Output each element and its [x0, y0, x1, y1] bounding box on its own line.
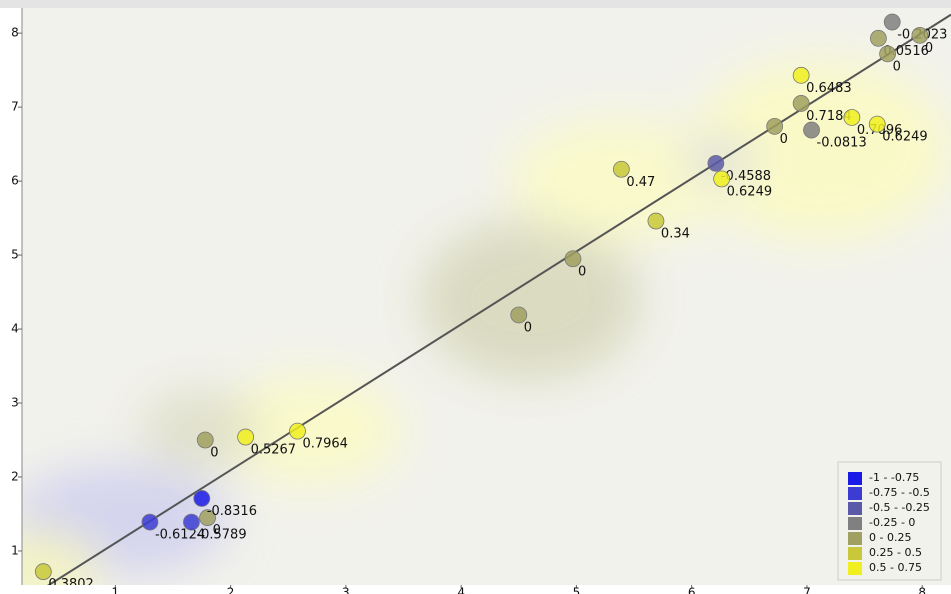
- x-tick-label: 7: [803, 586, 811, 594]
- point-label: 0.5267: [251, 443, 297, 458]
- point: [803, 121, 820, 139]
- legend-swatch: [848, 547, 862, 560]
- point: [564, 250, 582, 268]
- point-label: -0.8316: [207, 504, 257, 519]
- point-label: 0.47: [626, 175, 655, 190]
- legend-label: -0.75 - -0.5: [869, 486, 930, 499]
- top-bar: [0, 0, 951, 8]
- trend-line: [47, 13, 951, 585]
- y-tick-label: 7: [11, 100, 19, 114]
- point-label: -0.6124: [155, 528, 205, 543]
- point: [34, 563, 52, 581]
- x-tick-label: 2: [227, 586, 235, 594]
- point-label: 0.3802: [48, 577, 93, 592]
- point: [199, 509, 216, 527]
- point: [713, 170, 731, 188]
- point: [193, 490, 211, 507]
- legend-swatch: [848, 562, 862, 575]
- point: [183, 513, 200, 531]
- legend-swatch: [848, 487, 862, 500]
- point: [289, 422, 306, 440]
- legend-swatch: [848, 502, 862, 515]
- point: [879, 45, 897, 63]
- point: [883, 13, 901, 31]
- legend-swatch: [848, 517, 862, 530]
- point: [141, 513, 159, 531]
- y-tick-label: 2: [11, 469, 19, 483]
- point: [612, 160, 630, 178]
- point: [792, 95, 810, 112]
- point-label: -0.4588: [721, 169, 771, 184]
- y-tick-label: 3: [11, 396, 19, 410]
- y-tick-label: 5: [11, 248, 19, 262]
- point-label: 0: [780, 132, 788, 147]
- y-tick-label: 1: [11, 543, 19, 557]
- legend-swatch: [848, 472, 862, 485]
- legend-label: 0.5 - 0.75: [869, 561, 922, 574]
- point: [510, 306, 528, 324]
- point-label: 0: [213, 523, 221, 538]
- point-label: 0.7184: [806, 109, 852, 124]
- legend-label: -1 - -0.75: [869, 471, 919, 484]
- point: [647, 212, 665, 230]
- x-tick-label: 4: [457, 586, 465, 594]
- point-label: 0.6483: [806, 81, 852, 96]
- point-label: 0: [578, 264, 586, 279]
- point: [911, 26, 929, 44]
- x-tick-label: 3: [342, 586, 350, 594]
- point-label: 0: [925, 41, 933, 56]
- point-label: 0.6249: [727, 184, 773, 199]
- heat-blob: [690, 60, 950, 240]
- heat-blob: [220, 375, 400, 485]
- x-tick-label: 5: [573, 586, 581, 594]
- heat-blob: [510, 120, 730, 240]
- x-tick-label: 8: [918, 586, 926, 594]
- point-label: 0: [524, 320, 532, 335]
- point-label: 0.7964: [302, 437, 348, 452]
- heatmap: [22, 60, 950, 585]
- x-tick-label: 6: [688, 586, 696, 594]
- point: [868, 115, 886, 133]
- point: [869, 29, 887, 47]
- point: [237, 428, 255, 446]
- point: [843, 109, 861, 126]
- legend: -1 - -0.75 -0.75 - -0.5 -0.5 - -0.25 -0.25 …: [837, 461, 942, 581]
- point: [707, 154, 725, 172]
- legend-label: -0.25 - 0: [869, 516, 915, 529]
- legend-label: -0.5 - -0.25: [869, 501, 930, 514]
- legend-label: 0.25 - 0.5: [869, 546, 922, 559]
- point-label: -0.0813: [817, 136, 867, 151]
- legend-swatch: [848, 532, 862, 545]
- point-label: 0.6249: [882, 130, 928, 145]
- point-label: 0.34: [661, 227, 690, 242]
- legend-label: 0 - 0.25: [869, 531, 911, 544]
- y-tick-label: 8: [11, 26, 19, 40]
- heat-blob: [140, 390, 260, 470]
- point-label: 0: [210, 446, 218, 461]
- point: [196, 431, 214, 449]
- point-label: -0.5789: [196, 528, 246, 543]
- point: [792, 66, 810, 84]
- heat-blob: [420, 220, 640, 380]
- y-tick-label: 4: [11, 322, 19, 336]
- point-label: 0: [893, 59, 901, 74]
- point: [766, 117, 784, 135]
- y-tick-label: 6: [11, 174, 19, 188]
- x-tick-label: 1: [112, 586, 120, 594]
